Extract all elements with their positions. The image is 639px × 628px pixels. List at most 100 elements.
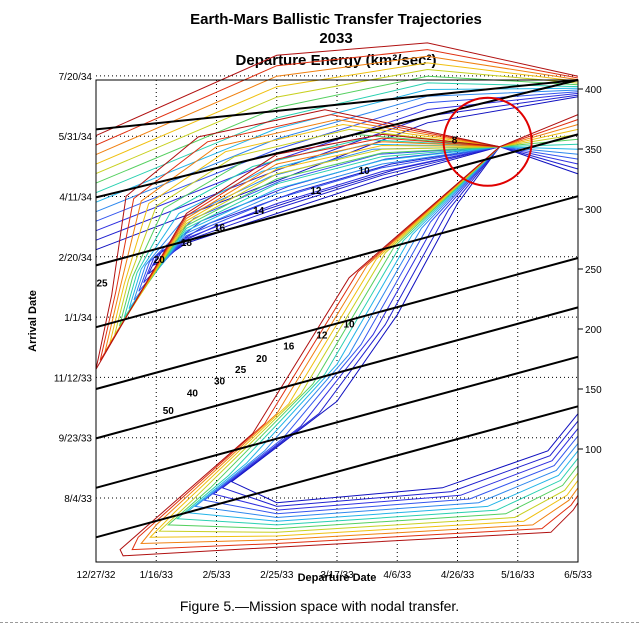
contour-line: [499, 133, 579, 148]
contour-label: 10: [359, 166, 371, 177]
contour-line: [109, 123, 500, 344]
contour-line: [148, 146, 500, 275]
contour-label: 16: [214, 223, 226, 234]
contour-line: [95, 87, 579, 203]
contour-labels: 8 10 12 14 16 18 20 25 10 12 16 20 25 30 40 50: [96, 135, 457, 417]
x-tick-label: 6/5/33: [564, 570, 592, 581]
contour-line: [99, 114, 500, 361]
contour-line: [499, 124, 579, 148]
grid: [96, 75, 583, 562]
tof-line: [95, 133, 579, 267]
contour-line: [95, 55, 579, 156]
contour-line: [95, 82, 579, 194]
contour-line: [499, 138, 579, 148]
plot-frame: [95, 79, 579, 563]
x-tick-label: 4/6/33: [383, 570, 411, 581]
x-tick-labels: 12/27/32 1/16/33 2/5/33 2/25/33 3/17/33 4/6/3…: [77, 570, 593, 581]
contour-line: [499, 119, 579, 148]
contour-label: 10: [343, 319, 355, 330]
y-tick-label: 4/11/34: [59, 193, 92, 204]
contour-line: [128, 146, 500, 309]
chart: Earth-Mars Ballistic Transfer Trajectori…: [27, 11, 602, 584]
contour-label: 18: [181, 238, 193, 249]
contour-label: 25: [235, 365, 247, 376]
contour-line: [95, 42, 579, 137]
contour-line: [499, 128, 579, 148]
y-tick-label: 2/20/34: [59, 253, 93, 264]
contour-label: 20: [256, 354, 268, 365]
x-tick-label: 3/17/33: [320, 570, 354, 581]
y-axis-label: Arrival Date: [27, 290, 39, 352]
contour-line: [203, 146, 579, 515]
right-tick-label: 250: [585, 265, 602, 276]
contour-label: 40: [187, 389, 199, 400]
right-tick-label: 200: [585, 325, 602, 336]
contour-line: [133, 146, 500, 301]
right-tick-label: 350: [585, 145, 602, 156]
right-tick-label: 100: [585, 445, 602, 456]
contour-line: [499, 146, 579, 165]
contour-label: 20: [154, 255, 166, 266]
contour-line: [123, 146, 500, 318]
contour-line: [230, 146, 579, 504]
x-tick-label: 12/27/32: [77, 570, 116, 581]
contour-line: [149, 146, 579, 538]
contour-line: [114, 128, 500, 335]
figure-caption: Figure 5.—Mission space with nodal trans…: [179, 598, 460, 614]
tof-line: [95, 405, 579, 539]
contour-line: [147, 146, 500, 275]
contour-line: [176, 146, 579, 526]
contour-line: [131, 146, 579, 551]
right-tick-label: 300: [585, 205, 602, 216]
tof-line: [95, 79, 579, 131]
tof-line: [95, 355, 579, 489]
contour-line: [499, 146, 579, 155]
contour-line: [104, 118, 500, 353]
contour-line: [95, 94, 579, 241]
y-tick-label: 8/4/33: [64, 494, 92, 505]
contour-line: [95, 68, 579, 175]
contour-line: [95, 49, 579, 146]
x-tick-label: 2/5/33: [203, 570, 231, 581]
y-tick-labels: 8/4/33 9/23/33 11/12/33 1/1/34 2/20/34 4/11/3…: [54, 72, 93, 505]
chart-title-line-2: 2033: [319, 30, 352, 47]
y-tick-label: 1/1/34: [64, 313, 92, 324]
x-tick-label: 5/16/33: [501, 570, 535, 581]
y-tick-label: 11/12/33: [54, 373, 93, 384]
x-tick-label: 4/26/33: [441, 570, 475, 581]
y-tick-label: 7/20/34: [59, 72, 93, 83]
tof-line: [95, 257, 579, 390]
right-tick-label: 400: [585, 85, 602, 96]
contour-label: 50: [163, 406, 175, 417]
contour-line: [499, 114, 579, 148]
contour-label: 12: [316, 331, 328, 342]
tof-line: [95, 195, 579, 329]
contour-line: [123, 138, 500, 318]
contour-line: [109, 144, 500, 344]
x-axis-label: Departure Date: [298, 572, 377, 584]
y-tick-label: 5/31/34: [59, 132, 93, 143]
contour-line: [158, 146, 579, 533]
contour-line: [212, 146, 579, 511]
contour-label: 14: [253, 206, 265, 217]
contour-line: [114, 146, 500, 335]
contour-line: [128, 143, 500, 309]
contour-line: [499, 146, 579, 160]
chart-title-line-1: Earth-Mars Ballistic Transfer Trajectori…: [190, 11, 482, 28]
contour-line: [194, 146, 579, 519]
contour-label: 25: [96, 279, 108, 290]
contour-line: [119, 146, 500, 327]
x-tick-label: 1/16/33: [140, 570, 174, 581]
contour-lines: [95, 42, 579, 557]
page-divider: [0, 622, 639, 623]
contour-line: [140, 146, 579, 545]
contour-line: [499, 146, 579, 170]
tof-line: [95, 306, 579, 440]
y-tick-label: 9/23/33: [59, 434, 93, 445]
contour-line: [185, 146, 579, 522]
contour-line: [95, 109, 500, 370]
contour-line: [119, 133, 500, 327]
contour-line: [499, 146, 579, 150]
contour-label: 12: [310, 186, 322, 197]
nodal-transfer-circle: [442, 96, 533, 187]
